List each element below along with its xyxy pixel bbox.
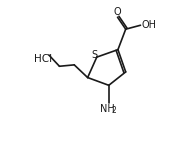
- Text: 2: 2: [112, 106, 117, 115]
- Text: NH: NH: [100, 104, 115, 114]
- Text: OH: OH: [141, 20, 156, 30]
- Text: HCl: HCl: [34, 54, 52, 64]
- Text: O: O: [114, 7, 122, 17]
- Text: S: S: [91, 50, 97, 60]
